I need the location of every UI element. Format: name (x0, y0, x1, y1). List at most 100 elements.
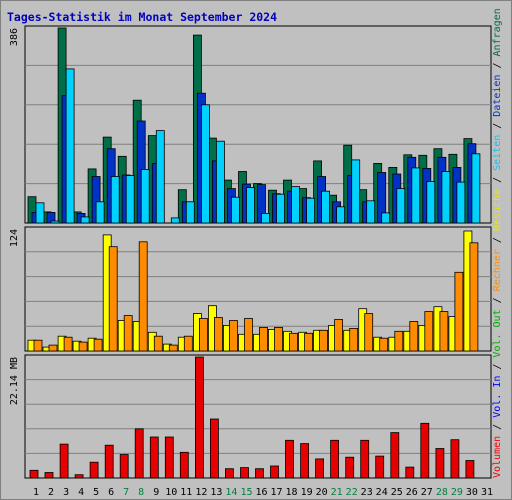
x-tick-label-day-27: 27 (421, 487, 433, 498)
bar-seiten-day-18 (291, 186, 300, 224)
legend-entry: / (492, 56, 503, 74)
bar-seiten-day-29 (456, 181, 466, 224)
legend-entry: Seiten (492, 135, 503, 171)
bar-rechner-day-25 (394, 330, 404, 352)
x-tick-label-day-20: 20 (316, 487, 328, 498)
bar-rechner-day-22 (349, 327, 359, 352)
bar-rechner-day-7 (123, 315, 133, 352)
bar-volumen-day-28 (435, 448, 445, 479)
x-tick-label-day-17: 17 (270, 487, 282, 498)
x-tick-label-day-15: 15 (240, 487, 252, 498)
bar-seiten-day-13 (215, 140, 225, 224)
x-tick-label-day-5: 5 (93, 487, 99, 498)
legend-entry: Vol. Out (492, 309, 503, 357)
x-tick-label-day-25: 25 (391, 487, 403, 498)
bar-volumen-day-16 (255, 468, 264, 479)
bar-volumen-day-26 (405, 466, 415, 479)
x-tick-label-day-7: 7 (123, 487, 129, 498)
bar-volumen-day-2 (44, 472, 54, 479)
bar-rechner-day-13 (213, 317, 223, 352)
x-tick-label-day-24: 24 (376, 487, 388, 498)
bar-rechner-day-26 (409, 321, 419, 352)
legend-entry: / (492, 117, 503, 135)
bar-seiten-day-8 (140, 169, 150, 224)
x-tick-label-day-31: 31 (481, 487, 493, 498)
bar-seiten-day-14 (230, 196, 240, 224)
bar-rechner-day-18 (289, 332, 298, 352)
bar-seiten-day-2 (50, 220, 60, 224)
right-legend: Volumen / Vol. In / Vol. Out / Rechner /… (492, 8, 503, 478)
bar-rechner-day-30 (469, 242, 479, 352)
bar-volumen-day-20 (315, 458, 325, 479)
x-tick-label-day-30: 30 (466, 487, 478, 498)
bar-volumen-day-13 (209, 418, 219, 479)
bar-volumen-day-11 (179, 451, 189, 479)
legend-entry: / (492, 291, 503, 309)
bar-seiten-day-7 (125, 175, 135, 224)
bar-seiten-day-24 (381, 212, 391, 224)
x-tick-label-day-4: 4 (78, 487, 84, 498)
x-tick-label-day-2: 2 (48, 487, 54, 498)
x-tick-label-day-3: 3 (63, 487, 69, 498)
bar-volumen-day-23 (360, 439, 370, 479)
x-tick-label-day-26: 26 (406, 487, 418, 498)
bar-volumen-day-27 (420, 422, 430, 479)
legend-entry: Anfragen (492, 8, 503, 56)
legend-entry: Vol. In (492, 376, 503, 418)
bar-seiten-day-4 (80, 216, 90, 224)
legend-entry: / (492, 358, 503, 376)
panel-visits-scale-label: 124 (9, 229, 20, 247)
x-tick-label-day-28: 28 (436, 487, 448, 498)
bar-volumen-day-8 (134, 428, 144, 479)
bar-rechner-day-9 (153, 335, 163, 352)
bar-rechner-day-21 (334, 319, 344, 352)
bar-volumen-day-17 (270, 465, 279, 479)
bar-rechner-day-1 (33, 339, 43, 352)
bar-rechner-day-4 (78, 341, 88, 352)
x-tick-label-day-1: 1 (33, 487, 39, 498)
bar-seiten-day-11 (185, 201, 195, 224)
legend-entry: / (492, 418, 503, 436)
bar-seiten-day-20 (321, 190, 331, 224)
bar-seiten-day-10 (170, 217, 180, 224)
bar-volumen-day-3 (59, 443, 69, 479)
bar-seiten-day-28 (441, 171, 451, 224)
bar-rechner-day-2 (48, 344, 58, 352)
x-tick-label-day-6: 6 (108, 487, 114, 498)
bar-volumen-day-19 (300, 443, 310, 479)
bar-rechner-day-20 (319, 329, 329, 352)
bar-seiten-day-17 (276, 193, 285, 224)
bar-volumen-day-7 (119, 454, 129, 479)
x-tick-label-day-19: 19 (301, 487, 313, 498)
legend-entry: / (492, 231, 503, 249)
bar-rechner-day-6 (108, 246, 118, 352)
bar-volumen-day-18 (285, 439, 294, 479)
bar-rechner-day-23 (364, 313, 374, 352)
bar-volumen-day-6 (104, 444, 114, 479)
bar-volumen-day-12 (194, 356, 204, 479)
bar-seiten-day-26 (411, 167, 421, 224)
x-tick-label-day-16: 16 (255, 487, 267, 498)
panel-volume-scale-label: 22.14 MB (9, 357, 20, 405)
legend-entry: Volumen (492, 436, 503, 478)
legend-entry: Dateien (492, 75, 503, 117)
x-tick-label-day-12: 12 (195, 487, 207, 498)
x-tick-label-day-11: 11 (180, 487, 192, 498)
bar-volumen-day-10 (164, 436, 174, 479)
bar-seiten-day-6 (110, 176, 120, 224)
bar-rechner-day-24 (379, 337, 389, 352)
bar-seiten-day-1 (35, 202, 45, 224)
bar-seiten-day-22 (351, 159, 361, 224)
legend-entry: / (492, 171, 503, 189)
legend-entry: Rechner (492, 249, 503, 291)
bar-seiten-day-5 (95, 201, 105, 224)
bar-volumen-day-4 (74, 474, 84, 479)
x-tick-label-day-10: 10 (165, 487, 177, 498)
bar-volumen-day-30 (465, 460, 475, 479)
bar-seiten-day-23 (366, 200, 376, 224)
bar-seiten-day-16 (261, 212, 270, 224)
bar-volumen-day-5 (89, 461, 99, 479)
bar-volumen-day-29 (450, 439, 460, 479)
